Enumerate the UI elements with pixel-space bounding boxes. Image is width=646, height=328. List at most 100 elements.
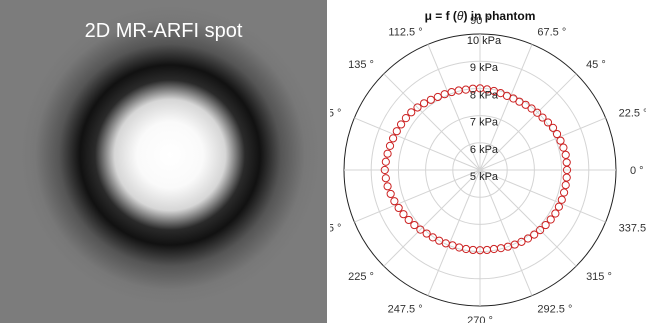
data-marker — [552, 129, 562, 139]
data-marker — [380, 165, 389, 175]
data-marker — [392, 127, 401, 136]
chart-title-mid: = f ( — [432, 9, 457, 23]
polar-chart-panel: μ = f (θ) in phantom 5 kPa 6 kPa 7 kPa 8 kP… — [330, 0, 646, 323]
r-tick-label: 6 kPa — [470, 144, 499, 156]
chart-title-end: ) in phantom — [463, 9, 535, 23]
r-tick-label: 7 kPa — [470, 117, 499, 129]
data-marker — [440, 90, 449, 99]
grid-spoke — [479, 169, 533, 296]
chart-title-mu: μ — [425, 9, 432, 23]
grid-spoke — [479, 169, 577, 267]
r-tick-label: 9 kPa — [470, 62, 499, 74]
data-marker — [461, 244, 471, 254]
data-marker — [510, 240, 519, 249]
data-marker — [533, 108, 542, 117]
data-marker — [561, 150, 570, 159]
grid-spoke — [479, 117, 606, 171]
mr-arfi-image-panel: 2D MR-ARFI spot — [0, 0, 327, 323]
data-marker — [517, 237, 526, 246]
grid-spoke — [383, 73, 481, 171]
theta-tick-label: 292.5 ° — [537, 304, 572, 316]
data-marker — [422, 229, 431, 238]
theta-tick-label: 0 ° — [630, 165, 644, 177]
r-tick-label: 5 kPa — [470, 171, 499, 183]
data-marker — [416, 225, 425, 234]
grid-spoke — [479, 169, 606, 223]
polar-chart: μ = f (θ) in phantom 5 kPa 6 kPa 7 kPa 8 kP… — [330, 9, 646, 323]
theta-tick-label: 225 ° — [348, 271, 374, 283]
grid-spoke — [427, 44, 481, 171]
grid-spoke — [383, 169, 481, 267]
data-marker — [383, 149, 392, 158]
data-marker — [386, 189, 395, 199]
data-marker — [413, 103, 422, 112]
data-marker — [401, 114, 411, 123]
series-markers — [380, 84, 572, 255]
chart-title: μ = f (θ) in phantom — [425, 9, 536, 23]
theta-tick-label: 247.5 ° — [388, 304, 423, 316]
theta-tick-label: 202.5 ° — [330, 222, 341, 234]
data-marker — [559, 143, 568, 152]
theta-tick-label: 90 ° — [470, 15, 490, 27]
r-tick-label: 8 kPa — [470, 89, 499, 101]
theta-tick-label: 45 ° — [586, 59, 606, 71]
data-marker — [557, 195, 566, 204]
data-marker — [399, 210, 408, 219]
grid-spoke — [427, 169, 481, 296]
r-tick-label: 10 kPa — [467, 35, 502, 47]
data-marker — [428, 233, 437, 242]
data-marker — [410, 220, 419, 230]
grid-spoke — [354, 169, 481, 223]
data-marker — [562, 158, 571, 167]
theta-tick-label: 315 ° — [586, 271, 612, 283]
data-marker — [561, 181, 570, 190]
data-marker — [546, 215, 555, 224]
data-marker — [527, 104, 536, 113]
theta-tick-label: 112.5 ° — [388, 26, 422, 38]
data-marker — [388, 134, 398, 143]
data-marker — [551, 209, 560, 218]
theta-tick-label: 337.5 ° — [619, 222, 646, 234]
data-marker — [381, 174, 390, 183]
data-marker — [523, 234, 533, 243]
image-title: 2D MR-ARFI spot — [84, 20, 243, 42]
chart-title-theta: θ — [457, 9, 464, 23]
data-marker — [396, 120, 406, 129]
theta-tick-label: 135 ° — [348, 59, 374, 71]
data-marker — [383, 182, 392, 191]
mr-arfi-image — [0, 0, 327, 323]
data-marker — [468, 245, 478, 255]
data-marker — [538, 113, 547, 122]
data-marker — [543, 118, 553, 127]
data-marker — [482, 245, 492, 255]
data-marker — [385, 141, 395, 150]
data-marker — [541, 220, 550, 230]
data-marker — [562, 173, 571, 182]
data-marker — [426, 95, 435, 104]
data-marker — [404, 215, 413, 225]
theta-tick-label: 157.5 ° — [330, 108, 341, 120]
data-marker — [447, 87, 456, 97]
theta-tick-label: 22.5 ° — [619, 108, 646, 120]
data-marker — [394, 203, 403, 213]
data-marker — [556, 136, 565, 145]
grid-spoke — [354, 117, 481, 171]
data-marker — [433, 92, 442, 102]
data-marker — [530, 230, 539, 239]
theta-tick-label: 67.5 ° — [537, 26, 566, 38]
data-marker — [489, 244, 499, 254]
data-marker — [407, 108, 416, 117]
data-marker — [455, 243, 464, 252]
data-marker — [559, 188, 569, 197]
data-marker — [390, 197, 399, 206]
data-marker — [381, 157, 390, 166]
data-marker — [554, 202, 563, 211]
theta-tick-label: 270 ° — [467, 315, 493, 323]
data-marker — [548, 123, 558, 132]
axis-labels: 5 kPa 6 kPa 7 kPa 8 kPa 9 kPa 10 kPa 0 ° 22.5 °… — [330, 15, 646, 323]
data-marker — [536, 226, 545, 235]
grid-spoke — [479, 73, 577, 171]
polar-grid — [343, 33, 617, 307]
grid-spoke — [479, 44, 533, 171]
data-marker — [419, 99, 429, 108]
